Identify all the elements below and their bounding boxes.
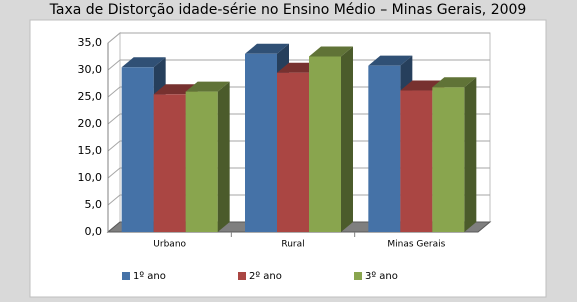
bar-front <box>277 72 309 232</box>
grid-line <box>107 113 490 125</box>
bar-side <box>217 81 230 232</box>
bar-top <box>432 77 477 88</box>
legend-label: 3º ano <box>365 271 398 282</box>
y-tick-label: 10,0 <box>78 171 103 184</box>
bar-front <box>121 67 154 232</box>
bar <box>309 46 353 232</box>
y-tick-label: 15,0 <box>78 144 103 157</box>
bar-side <box>341 46 353 232</box>
bar-top <box>245 43 289 54</box>
legend-swatch <box>238 272 246 280</box>
bar-front <box>245 53 277 232</box>
bar-side <box>464 77 477 232</box>
x-tick-label: Minas Gerais <box>387 240 445 250</box>
grid-line <box>107 167 490 179</box>
legend-label: 2º ano <box>249 271 282 282</box>
bar-front <box>309 56 341 232</box>
side-wall <box>107 31 121 234</box>
grid-line <box>107 59 490 71</box>
bar-top <box>309 46 353 57</box>
grid-line <box>107 194 490 206</box>
grid-line <box>107 140 490 152</box>
bar-front <box>368 65 401 233</box>
bar-top <box>368 55 413 66</box>
x-tick-label: Urbano <box>153 240 186 250</box>
bar-front <box>153 94 186 232</box>
bar-front <box>432 87 465 232</box>
bar-front <box>185 91 218 232</box>
legend-swatch <box>122 272 130 280</box>
bar-top <box>185 81 230 92</box>
y-tick-label: 20,0 <box>78 117 103 130</box>
legend-swatch <box>354 272 362 280</box>
y-tick-label: 30,0 <box>78 63 103 76</box>
y-tick-label: 5,0 <box>85 198 103 211</box>
y-tick-label: 35,0 <box>78 36 103 49</box>
x-tick-label: Rural <box>281 240 304 250</box>
bar-top <box>121 57 166 68</box>
legend-label: 1º ano <box>133 271 166 282</box>
bar <box>432 77 477 232</box>
y-tick-label: 25,0 <box>78 90 103 103</box>
grid-line <box>107 86 490 98</box>
bar-front <box>400 90 433 233</box>
y-tick-label: 0,0 <box>85 225 103 238</box>
bar <box>185 81 230 232</box>
chart-title: Taxa de Distorção idade-série no Ensino … <box>49 2 527 18</box>
grid-line <box>107 32 490 44</box>
